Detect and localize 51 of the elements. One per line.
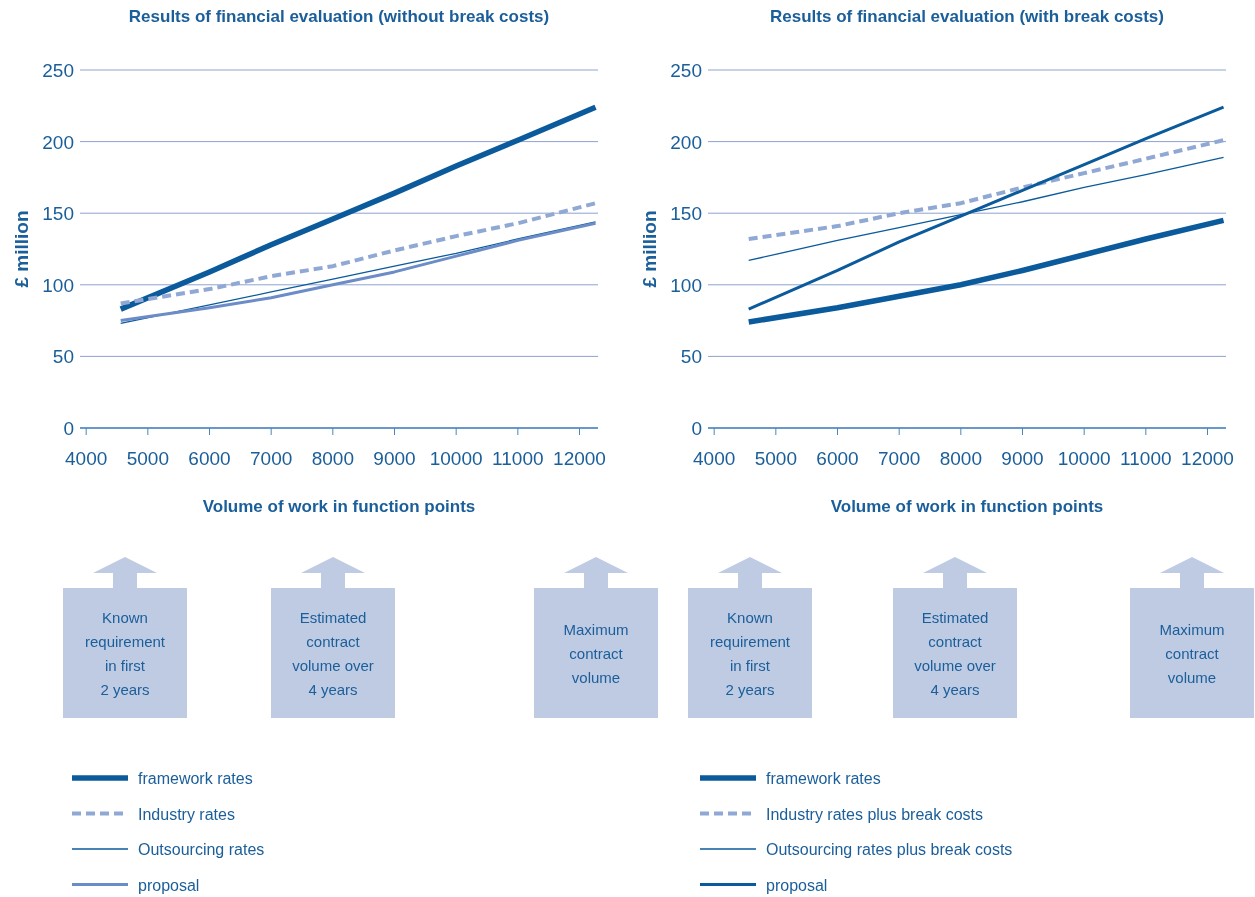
legend-label: Outsourcing rates (138, 841, 265, 858)
legend-label: Outsourcing rates plus break costs (766, 841, 1013, 858)
x-tick-label: 8000 (311, 448, 354, 469)
text: Estimated contract volume over 4 years (292, 609, 374, 698)
x-tick-label: 6000 (188, 448, 231, 469)
x-axis-title: Volume of work in function points (202, 497, 476, 516)
y-axis-title: £ million (11, 210, 32, 288)
text: Estimated contract volume over 4 years (914, 609, 996, 698)
x-tick-label: 6000 (816, 448, 859, 469)
y-tick-label: 250 (670, 60, 702, 81)
legend-label: Industry rates (138, 805, 235, 823)
x-tick-label: 7000 (878, 448, 921, 469)
text: Maximum contract volume (563, 621, 629, 686)
x-tick-label: 9000 (1001, 448, 1044, 469)
x-tick-label: 5000 (754, 448, 797, 469)
x-tick-label: 10000 (1057, 448, 1111, 469)
y-tick-label: 100 (670, 274, 702, 296)
x-tick-label: 9000 (373, 448, 416, 469)
legend-label: Industry rates plus break costs (766, 805, 983, 823)
y-tick-label: 0 (63, 418, 74, 439)
legend-label: framework rates (766, 770, 881, 787)
y-tick-label: 50 (680, 346, 702, 368)
x-tick-label: 4000 (65, 448, 108, 469)
y-tick-label: 200 (42, 131, 74, 153)
line-series (747, 105, 1226, 311)
legend-label: proposal (766, 876, 828, 894)
legend-label: framework rates (138, 770, 253, 787)
x-axis-title: Volume of work in function points (830, 497, 1104, 516)
x-tick-label: 7000 (250, 448, 293, 469)
x-tick-label: 4000 (693, 448, 736, 469)
chart-title: Results of financial evaluation (with break costs) (770, 7, 1164, 26)
y-tick-label: 200 (670, 131, 702, 153)
y-tick-label: 150 (42, 203, 74, 225)
legend-label: proposal (138, 876, 200, 894)
x-tick-label: 5000 (126, 448, 169, 469)
chart-title: Results of financial evaluation (without break costs) (128, 7, 550, 26)
text: Known requirement in first 2 years (709, 609, 791, 698)
text: Maximum contract volume (1159, 621, 1225, 686)
text: Known requirement in first 2 years (84, 609, 166, 698)
x-tick-label: 8000 (939, 448, 982, 469)
y-tick-label: 250 (42, 60, 74, 81)
y-tick-label: 100 (42, 274, 74, 296)
x-tick-label: 10000 (429, 448, 483, 469)
x-tick-label: 12000 (553, 448, 606, 469)
y-tick-label: 50 (52, 346, 74, 368)
y-tick-label: 150 (670, 203, 702, 225)
x-tick-label: 12000 (1181, 448, 1234, 469)
y-axis-title: £ million (639, 210, 660, 288)
y-tick-label: 0 (691, 418, 702, 439)
x-tick-label: 11000 (492, 448, 544, 469)
x-tick-label: 11000 (1120, 448, 1172, 469)
